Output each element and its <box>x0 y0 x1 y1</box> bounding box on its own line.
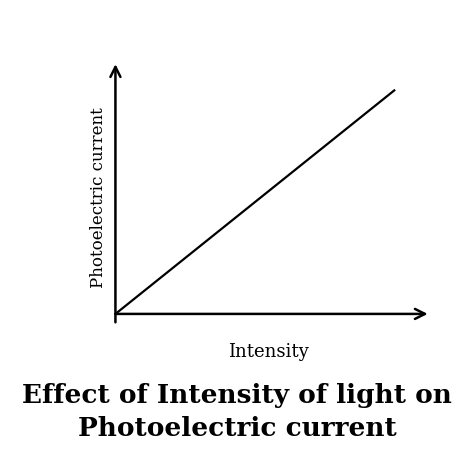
Text: Photoelectric current: Photoelectric current <box>90 107 107 288</box>
Text: Effect of Intensity of light on
Photoelectric current: Effect of Intensity of light on Photoele… <box>22 383 452 441</box>
Text: Intensity: Intensity <box>228 343 309 361</box>
